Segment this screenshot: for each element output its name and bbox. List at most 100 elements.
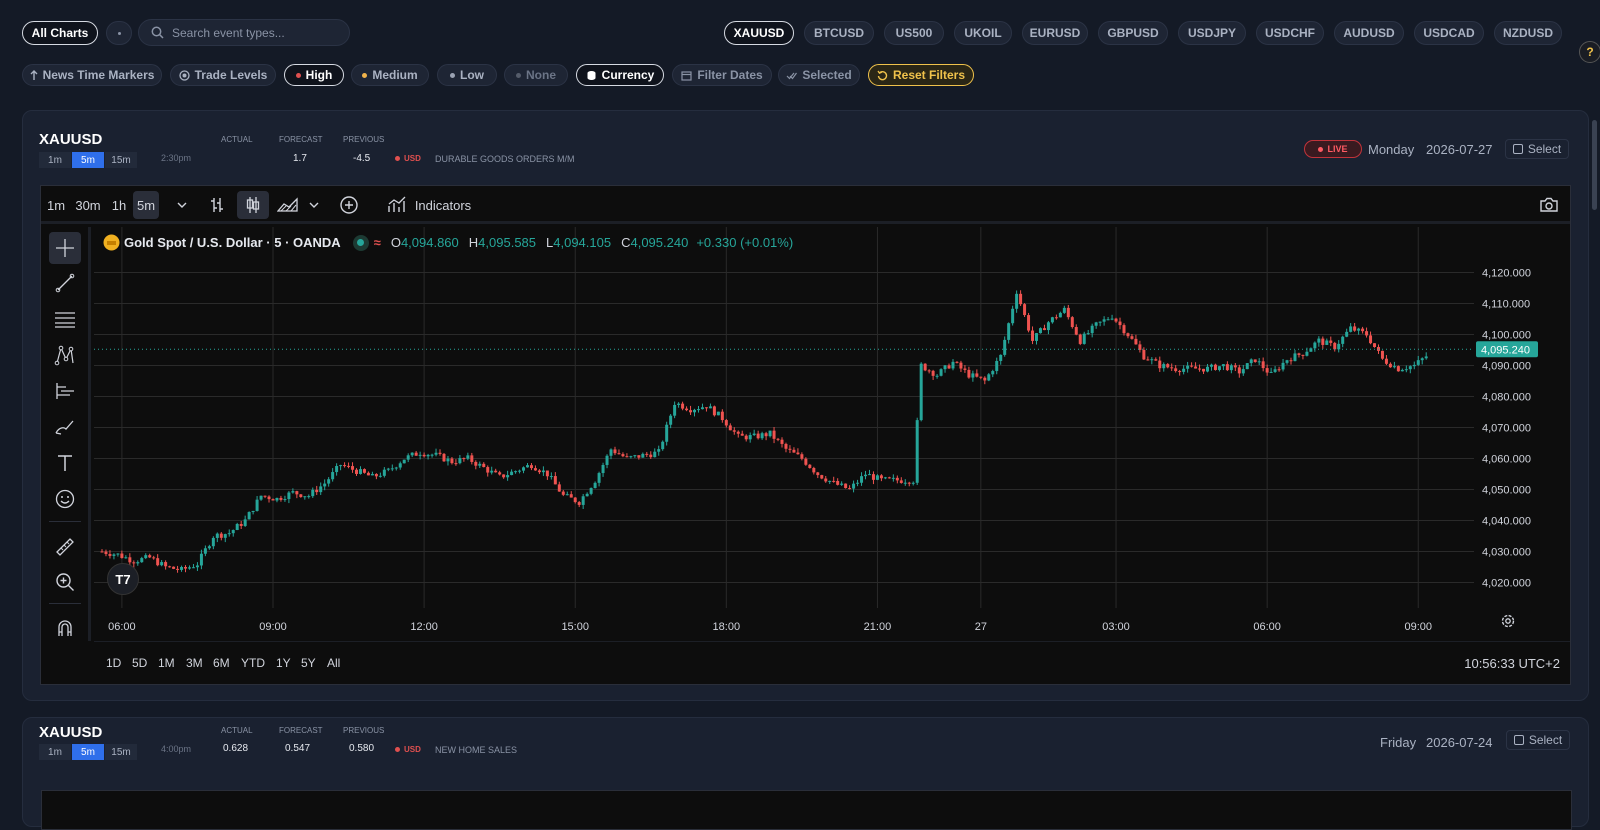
currency-button[interactable]: Currency bbox=[576, 64, 664, 86]
candle-body bbox=[1380, 350, 1384, 359]
forecast-tool[interactable] bbox=[49, 375, 81, 407]
news-time-markers-button[interactable]: News Time Markers bbox=[22, 64, 162, 86]
timeframe-tab-5m[interactable]: 5m bbox=[72, 744, 104, 760]
candle-body bbox=[1273, 369, 1277, 372]
candle-body bbox=[1202, 368, 1206, 372]
selected-filter-button[interactable]: Selected bbox=[778, 64, 860, 86]
candle-body bbox=[704, 407, 708, 409]
emoji-tool[interactable] bbox=[49, 483, 81, 515]
symbol-tab-usdchf[interactable]: USDCHF bbox=[1256, 21, 1324, 45]
checkbox-icon bbox=[1512, 144, 1523, 154]
interval-tab-1m[interactable]: 1m bbox=[46, 197, 66, 213]
market-open-icon bbox=[352, 234, 369, 251]
symbol-tab-audusd[interactable]: AUDUSD bbox=[1334, 21, 1404, 45]
page-scrollbar[interactable] bbox=[1592, 120, 1597, 210]
toggle-dot-button[interactable] bbox=[106, 21, 132, 45]
measure-tool[interactable] bbox=[49, 531, 81, 563]
horizontal-lines-tool[interactable] bbox=[49, 303, 81, 335]
candle-body bbox=[852, 483, 856, 489]
candle-body bbox=[891, 477, 895, 479]
tradingview-logo-icon[interactable]: T7 bbox=[107, 563, 139, 595]
text-tool[interactable] bbox=[49, 447, 81, 479]
compare-button[interactable] bbox=[333, 191, 365, 219]
forecast-value: 0.547 bbox=[285, 743, 311, 754]
candle-body bbox=[1158, 360, 1162, 369]
timeframe-tab-1m[interactable]: 1m bbox=[39, 744, 71, 760]
candle-body bbox=[1408, 366, 1412, 370]
range-button-3m[interactable]: 3M bbox=[186, 656, 203, 670]
candle-body bbox=[144, 555, 148, 559]
range-button-all[interactable]: All bbox=[327, 656, 341, 670]
timeframe-tab-5m[interactable]: 5m bbox=[72, 152, 104, 168]
candle-body bbox=[736, 431, 740, 434]
symbol-tab-btcusd[interactable]: BTCUSD bbox=[804, 21, 874, 45]
help-button[interactable]: ? bbox=[1579, 41, 1600, 63]
symbol-tab-eurusd[interactable]: EURUSD bbox=[1022, 21, 1088, 45]
indicators-button[interactable]: Indicators bbox=[377, 191, 481, 219]
chart-type-dropdown-button[interactable] bbox=[305, 191, 323, 219]
currency-tag-label: USD bbox=[404, 154, 421, 163]
candle-body bbox=[1035, 333, 1039, 341]
impact-medium-button[interactable]: Medium bbox=[351, 64, 429, 86]
symbol-tab-nzdusd[interactable]: NZDUSD bbox=[1494, 21, 1562, 45]
y-tick-label: 4,050.000 bbox=[1482, 485, 1531, 497]
range-button-ytd[interactable]: YTD bbox=[241, 656, 265, 670]
impact-low-button[interactable]: Low bbox=[437, 64, 497, 86]
symbol-tab-usdcad[interactable]: USDCAD bbox=[1414, 21, 1484, 45]
select-button-1[interactable]: Select bbox=[1505, 139, 1569, 159]
magnet-tool[interactable] bbox=[49, 612, 81, 644]
candle-body bbox=[820, 475, 824, 479]
low-value: 4,094.105 bbox=[553, 235, 612, 250]
filter-dates-button[interactable]: Filter Dates bbox=[672, 64, 772, 86]
select-button-2[interactable]: Select bbox=[1506, 730, 1570, 750]
trade-levels-button[interactable]: Trade Levels bbox=[170, 64, 276, 86]
candle-body bbox=[959, 362, 963, 369]
horizontal-lines-icon bbox=[55, 312, 75, 328]
timeframe-tab-15m[interactable]: 15m bbox=[105, 744, 137, 760]
top-bar: All Charts XAUUSD BTCUSD US500 UKOIL EURUSD G… bbox=[0, 0, 1600, 63]
candle-body bbox=[1098, 321, 1102, 323]
interval-tab-1h[interactable]: 1h bbox=[111, 197, 127, 213]
trend-line-tool[interactable] bbox=[49, 267, 81, 299]
candle-body bbox=[1337, 343, 1341, 350]
range-button-1y[interactable]: 1Y bbox=[276, 656, 291, 670]
symbol-tab-xauusd[interactable]: XAUUSD bbox=[724, 21, 794, 45]
range-button-1d[interactable]: 1D bbox=[106, 656, 122, 670]
event-time: 2:30pm bbox=[161, 153, 192, 163]
interval-dropdown-button[interactable] bbox=[173, 191, 191, 219]
timeframe-tab-1m[interactable]: 1m bbox=[39, 152, 71, 168]
reset-filters-button[interactable]: Reset Filters bbox=[868, 64, 974, 86]
timeframe-tab-15m[interactable]: 15m bbox=[105, 152, 137, 168]
range-button-6m[interactable]: 6M bbox=[213, 656, 230, 670]
impact-none-button[interactable]: None bbox=[504, 64, 568, 86]
range-button-5y[interactable]: 5Y bbox=[301, 656, 316, 670]
all-charts-button[interactable]: All Charts bbox=[22, 21, 98, 45]
interval-tab-30m[interactable]: 30m bbox=[75, 197, 101, 213]
price-chart[interactable]: 4,120.000 4,110.000 4,100.000 4,090.000 4,08… bbox=[94, 227, 1572, 640]
help-label: ? bbox=[1586, 45, 1594, 59]
candle-body bbox=[792, 449, 796, 453]
candle-body bbox=[1289, 360, 1293, 362]
zoom-tool[interactable] bbox=[49, 566, 81, 598]
range-button-5d[interactable]: 5D bbox=[132, 656, 148, 670]
range-button-1m[interactable]: 1M bbox=[158, 656, 175, 670]
symbol-tab-gbpusd[interactable]: GBPUSD bbox=[1098, 21, 1168, 45]
screenshot-button[interactable] bbox=[1533, 191, 1565, 219]
pattern-tool[interactable] bbox=[49, 339, 81, 371]
candles-chart-type-button[interactable] bbox=[237, 191, 269, 219]
impact-high-button[interactable]: High bbox=[284, 64, 344, 86]
chart-settings-button[interactable] bbox=[1500, 613, 1516, 634]
interval-tab-5m[interactable]: 5m bbox=[133, 191, 159, 219]
search-input[interactable] bbox=[172, 25, 342, 40]
symbol-tab-usdjpy[interactable]: USDJPY bbox=[1178, 21, 1246, 45]
candle-body bbox=[267, 496, 271, 500]
candle-body bbox=[649, 454, 653, 458]
crosshair-tool[interactable] bbox=[49, 232, 81, 264]
brush-tool[interactable] bbox=[49, 411, 81, 443]
candle-body bbox=[1392, 366, 1396, 368]
bar-chart-type-button[interactable] bbox=[201, 191, 233, 219]
area-chart-type-button[interactable] bbox=[273, 191, 303, 219]
symbol-tab-ukoil[interactable]: UKOIL bbox=[954, 21, 1012, 45]
symbol-tab-us500[interactable]: US500 bbox=[884, 21, 944, 45]
candle-body bbox=[1357, 328, 1361, 331]
